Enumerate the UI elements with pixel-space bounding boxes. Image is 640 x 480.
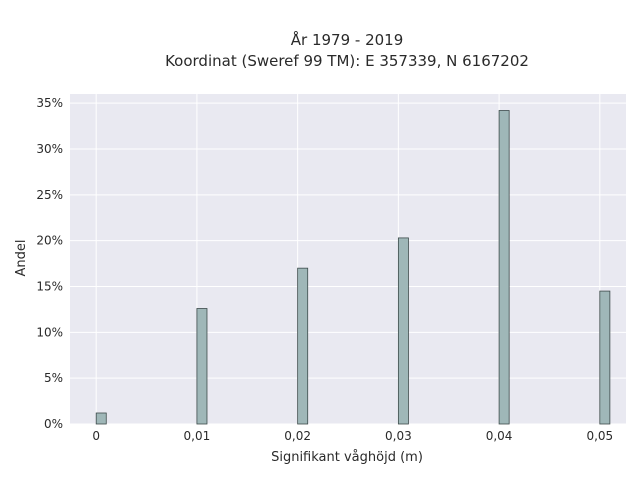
bars <box>95 110 611 425</box>
x-axis-label: Signifikant våghöjd (m) <box>271 450 423 465</box>
y-tick-label: 5% <box>44 371 63 385</box>
bar <box>599 290 611 425</box>
chart-subtitle: Koordinat (Sweref 99 TM): E 357339, N 61… <box>165 52 529 70</box>
y-tick-label: 0% <box>44 417 63 431</box>
y-tick-label: 15% <box>36 280 63 294</box>
x-tick-label: 0,04 <box>486 429 513 443</box>
y-tick-label: 30% <box>36 142 63 156</box>
bar <box>196 308 208 425</box>
bar <box>397 237 409 425</box>
y-tick-label: 35% <box>36 96 63 110</box>
y-tick-label: 20% <box>36 234 63 248</box>
y-axis-label: Andel <box>14 240 29 277</box>
x-tick-labels: 0 0,01 0,02 0,03 0,04 0,05 <box>92 429 613 443</box>
y-tick-labels: 0% 5% 10% 15% 20% 25% 30% 35% <box>36 96 63 431</box>
x-tick-label: 0,02 <box>284 429 311 443</box>
chart-title: År 1979 - 2019 <box>291 30 404 49</box>
bar <box>95 412 107 425</box>
y-tick-label: 10% <box>36 325 63 339</box>
bar <box>498 110 510 425</box>
y-tick-label: 25% <box>36 188 63 202</box>
x-tick-label: 0,03 <box>385 429 412 443</box>
x-tick-label: 0,01 <box>184 429 211 443</box>
plot-area <box>70 94 626 424</box>
x-tick-label: 0,05 <box>586 429 613 443</box>
bar <box>297 267 309 425</box>
x-tick-label: 0 <box>92 429 100 443</box>
y-gridlines <box>70 102 626 425</box>
